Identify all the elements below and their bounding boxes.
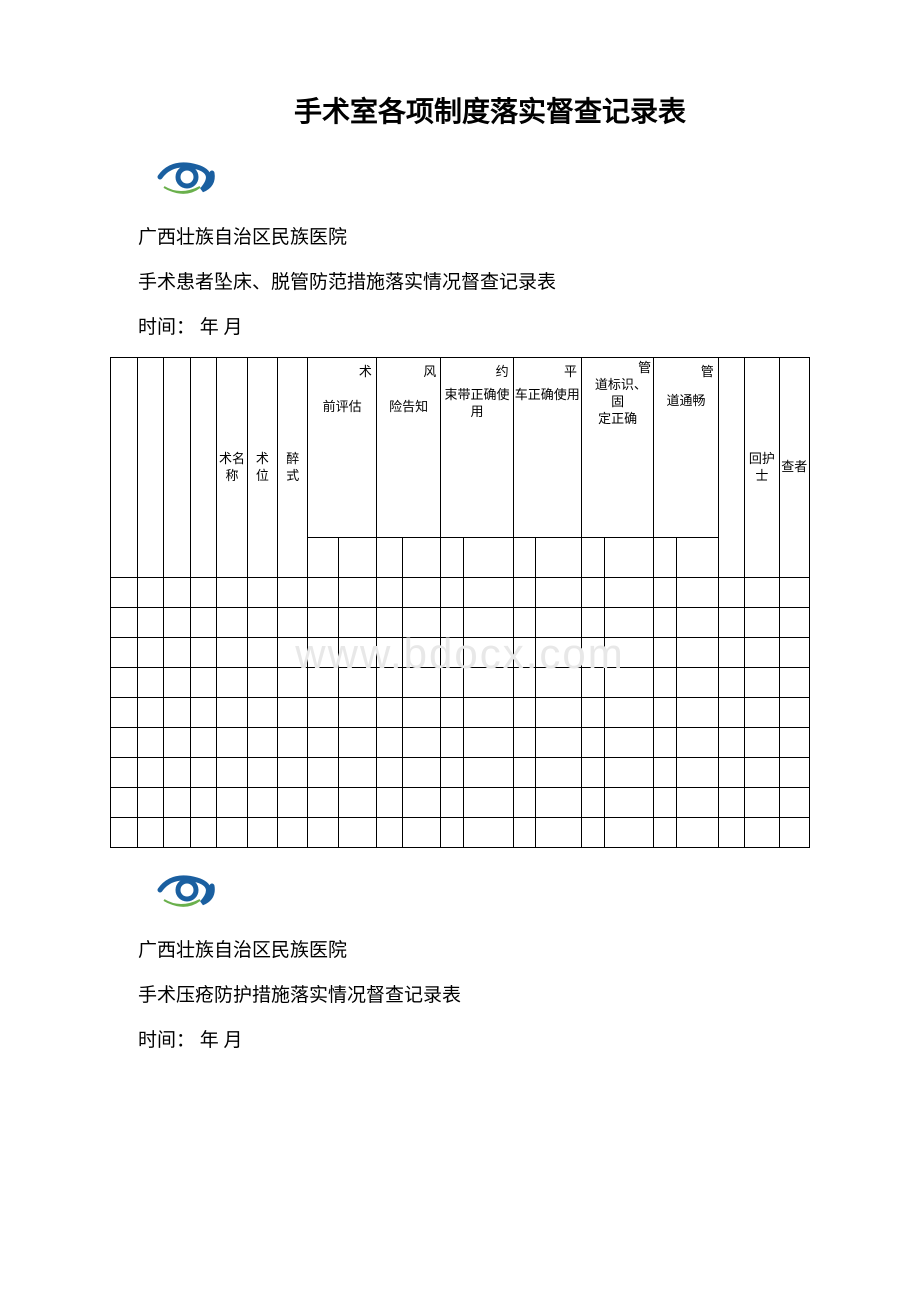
table1-time: 时间： 年 月	[138, 312, 810, 339]
org-name-1: 广西壮族自治区民族医院	[138, 222, 810, 249]
col-blank-1	[111, 358, 138, 578]
sub-10a	[441, 538, 464, 578]
sub-11b	[536, 538, 582, 578]
hospital-logo-2	[152, 868, 810, 923]
sub-12a	[581, 538, 604, 578]
sub-11a	[513, 538, 536, 578]
col-op-name: 术名称	[217, 358, 247, 578]
col-anesthesia: 醉 式	[278, 358, 308, 578]
col-blank-2	[137, 358, 164, 578]
table-row	[111, 758, 810, 788]
col-blank-5	[718, 358, 745, 578]
sub-9b	[403, 538, 441, 578]
table-row	[111, 788, 810, 818]
col-preeval: 术 前评估	[308, 358, 376, 538]
col-blank-3	[164, 358, 191, 578]
table-row	[111, 638, 810, 668]
inspection-table-1: 术名称 术 位 醉 式 术 前评估 风 险告知 约 束带正确使用 平 车正确使用…	[110, 357, 810, 848]
table-row	[111, 578, 810, 608]
table1-header-row: 术名称 术 位 醉 式 术 前评估 风 险告知 约 束带正确使用 平 车正确使用…	[111, 358, 810, 538]
org-name-2: 广西壮族自治区民族医院	[138, 935, 810, 962]
table-row	[111, 728, 810, 758]
sub-8b	[338, 538, 376, 578]
document-title: 手术室各项制度落实督查记录表	[170, 90, 810, 130]
table-row	[111, 668, 810, 698]
sub-10b	[464, 538, 513, 578]
sub-9a	[376, 538, 403, 578]
col-op-pos: 术 位	[247, 358, 277, 578]
col-tube-patent: 管 道通畅	[654, 358, 719, 538]
sub-12b	[604, 538, 653, 578]
hospital-logo	[152, 155, 810, 210]
sub-13a	[654, 538, 677, 578]
sub-13b	[676, 538, 718, 578]
table-row	[111, 698, 810, 728]
col-inspector: 查者	[779, 358, 810, 578]
col-risk: 风 险告知	[376, 358, 441, 538]
table2-time: 时间： 年 月	[138, 1025, 810, 1052]
col-restraint: 约 束带正确使用	[441, 358, 513, 538]
sub-8a	[308, 538, 338, 578]
table-row	[111, 608, 810, 638]
col-cart: 平 车正确使用	[513, 358, 581, 538]
table-row	[111, 818, 810, 848]
col-tube-label: 管 道标识、 固 定正确	[581, 358, 653, 538]
col-blank-4	[190, 358, 217, 578]
table2-subtitle: 手术压疮防护措施落实情况督查记录表	[138, 980, 810, 1007]
table1-subtitle: 手术患者坠床、脱管防范措施落实情况督查记录表	[138, 267, 810, 294]
col-nurse: 回护士	[745, 358, 779, 578]
